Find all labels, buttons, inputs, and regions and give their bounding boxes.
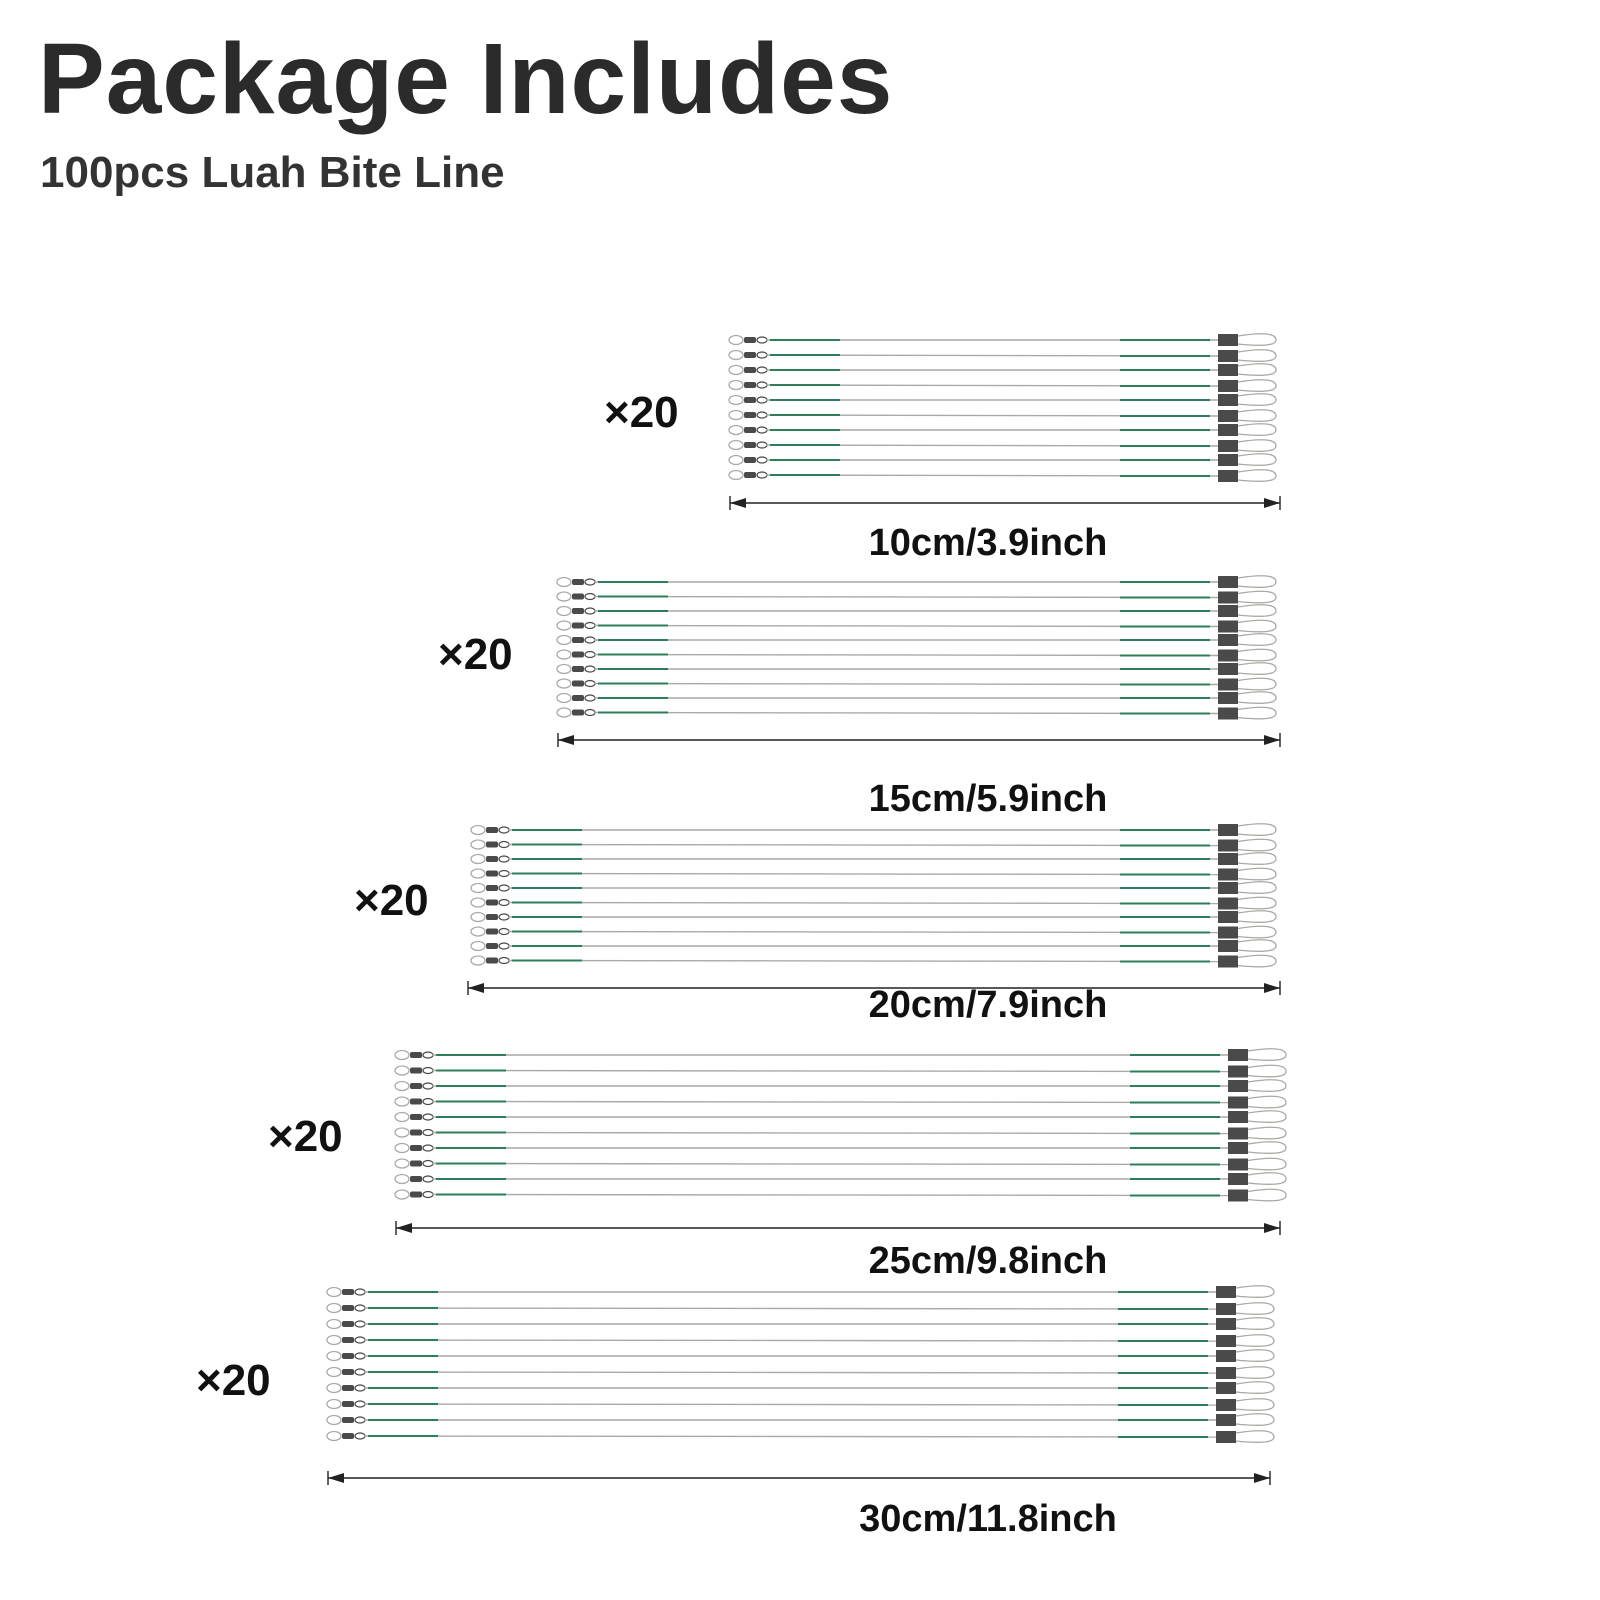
leader-bundle-20cm (467, 823, 1281, 995)
leader-wire (326, 1334, 1275, 1347)
length-label-20cm: 20cm/7.9inch (868, 984, 1108, 1026)
length-label-25cm: 25cm/9.8inch (868, 1240, 1108, 1282)
leader-wire (394, 1126, 1287, 1140)
leader-wire (556, 633, 1277, 646)
length-label-10cm: 10cm/3.9inch (868, 522, 1108, 564)
leader-wire (394, 1095, 1287, 1109)
dimension-line-15cm (557, 733, 1281, 747)
page-title: Package Includes (38, 23, 894, 135)
leader-wire (326, 1302, 1275, 1315)
quantity-label-20cm: ×20 (354, 876, 429, 925)
leader-wire (556, 575, 1277, 588)
leader-wire (326, 1317, 1275, 1330)
leader-wire (470, 867, 1277, 881)
leader-wire (728, 439, 1277, 452)
leader-wire (470, 896, 1277, 910)
leader-wire (728, 363, 1277, 376)
leader-wire (470, 823, 1277, 836)
leader-wire (728, 393, 1277, 406)
leader-wire (394, 1141, 1287, 1154)
leader-wire (394, 1172, 1287, 1185)
leader-wire (326, 1381, 1275, 1394)
dimension-line-25cm (395, 1221, 1281, 1235)
leader-wire (556, 648, 1277, 662)
leader-wire (556, 662, 1277, 675)
quantity-label-25cm: ×20 (268, 1112, 343, 1161)
leader-wire (326, 1398, 1275, 1411)
leader-wire (326, 1413, 1275, 1426)
dimension-line-20cm (467, 981, 1281, 995)
leader-wire (394, 1064, 1287, 1078)
leader-wire (394, 1157, 1287, 1171)
leader-wire (556, 619, 1277, 633)
dimension-line-30cm (327, 1471, 1271, 1485)
leader-wire (326, 1285, 1275, 1298)
length-label-30cm: 30cm/11.8inch (859, 1498, 1117, 1540)
leader-wire (470, 910, 1277, 923)
leader-bundle-25cm (394, 1048, 1287, 1235)
length-label-15cm: 15cm/5.9inch (868, 778, 1108, 820)
leader-wire (728, 349, 1277, 362)
leader-wire (470, 954, 1277, 968)
leader-wire (728, 379, 1277, 392)
leader-wire (394, 1110, 1287, 1123)
leader-wire (728, 469, 1277, 482)
leader-wire (556, 706, 1277, 720)
leader-wire (470, 925, 1277, 939)
leader-wire (556, 590, 1277, 604)
leader-bundle-15cm (556, 575, 1281, 747)
leader-wire (394, 1079, 1287, 1092)
leader-wire (728, 453, 1277, 466)
leader-wire (470, 852, 1277, 865)
package-subtitle: 100pcs Luah Bite Line (40, 148, 505, 197)
leader-wire (326, 1349, 1275, 1362)
leader-wire (470, 939, 1277, 952)
leader-wire (394, 1048, 1287, 1061)
leader-wire (728, 333, 1277, 346)
leader-wire (556, 677, 1277, 691)
leader-wire (728, 423, 1277, 436)
leader-bundle-10cm (728, 333, 1281, 510)
quantity-label-30cm: ×20 (196, 1356, 271, 1405)
leader-wire (556, 691, 1277, 704)
leader-wire (326, 1366, 1275, 1379)
leader-wire (728, 409, 1277, 422)
leader-wire (394, 1188, 1287, 1202)
quantity-label-15cm: ×20 (438, 630, 513, 679)
leader-wire (556, 604, 1277, 617)
quantity-label-10cm: ×20 (604, 388, 679, 437)
leader-wire (470, 838, 1277, 852)
dimension-line-10cm (729, 496, 1281, 510)
leader-bundle-30cm (326, 1285, 1275, 1485)
leader-wire (326, 1430, 1275, 1443)
leader-wire (470, 881, 1277, 894)
